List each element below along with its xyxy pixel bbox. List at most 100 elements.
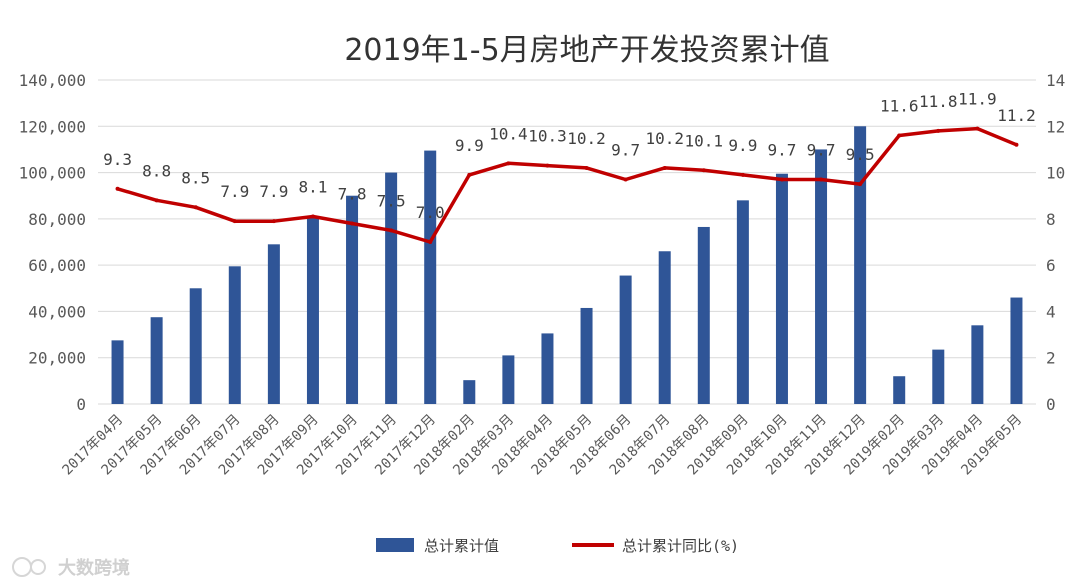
data-label: 10.4	[489, 124, 528, 143]
line-path	[117, 126, 1018, 244]
data-label: 11.2	[997, 106, 1036, 125]
line-point	[115, 186, 120, 191]
data-label: 9.7	[768, 141, 797, 160]
y-right-tick-label: 6	[1046, 256, 1056, 275]
data-label: 7.8	[338, 184, 367, 203]
y-left-tick-label: 140,000	[19, 71, 86, 90]
gridlines	[98, 79, 1036, 405]
data-label: 8.5	[181, 168, 210, 187]
data-label: 7.9	[259, 182, 288, 201]
data-label: 8.1	[299, 178, 328, 197]
data-label: 10.2	[645, 129, 684, 148]
watermark-logo-dot	[30, 559, 46, 575]
line-point	[858, 182, 863, 187]
y-left-tick-label: 40,000	[28, 302, 86, 321]
line-point	[1014, 142, 1019, 147]
y-left-tick-label: 100,000	[19, 164, 86, 183]
line-point	[740, 172, 745, 177]
chart-title: 2019年1-5月房地产开发投资累计值	[344, 33, 829, 68]
data-label: 10.2	[567, 129, 606, 148]
bar	[306, 217, 319, 404]
y-left-tick-label: 120,000	[19, 117, 86, 136]
data-label: 9.9	[455, 136, 484, 155]
right-axis-ticks: 0 2 4 6 8 10 12 14	[1046, 71, 1065, 414]
data-label: 11.6	[880, 97, 919, 116]
bar	[932, 349, 945, 404]
y-left-tick-label: 0	[76, 395, 86, 414]
line-point	[975, 126, 980, 131]
bar	[580, 307, 593, 404]
bar	[228, 266, 241, 404]
line-data-labels: 9.38.8 8.57.9 7.9 8.1 7.8 7.57.09.910.4 10.3 10…	[103, 90, 1036, 222]
bar	[893, 376, 906, 404]
line-point	[154, 198, 159, 203]
line-point	[310, 214, 315, 219]
bar	[736, 200, 749, 404]
bar	[854, 126, 867, 405]
data-label: 9.7	[807, 141, 836, 160]
data-label: 8.8	[142, 161, 171, 180]
data-label: 10.3	[528, 127, 567, 146]
line-point	[545, 163, 550, 168]
bar	[697, 226, 710, 404]
data-label: 7.0	[416, 203, 445, 222]
line-point	[506, 161, 511, 166]
line-point	[467, 172, 472, 177]
watermark-logo-icon	[12, 557, 32, 577]
line-point	[584, 165, 589, 170]
left-axis-ticks: 0 20,000 40,000 60,000 80,000 100,000 120,000 1…	[19, 71, 86, 414]
line-point	[779, 177, 784, 182]
legend: 总计累计值 总计累计同比(%)	[376, 537, 739, 555]
data-label: 7.9	[220, 182, 249, 201]
line-series	[115, 126, 1019, 244]
line-point	[701, 168, 706, 173]
watermark-text: 大数跨境	[58, 557, 130, 579]
data-label: 9.3	[103, 150, 132, 169]
legend-swatch-bar	[376, 538, 414, 552]
x-axis-ticks: 2017年04月2017年05月2017年06月2017年07月2017年08月…	[59, 412, 1025, 479]
bar	[189, 288, 202, 404]
line-point	[389, 228, 394, 233]
bar-series	[111, 126, 1023, 405]
y-right-tick-label: 12	[1046, 117, 1065, 136]
data-label: 9.5	[846, 145, 875, 164]
line-point	[271, 219, 276, 224]
legend-label-line: 总计累计同比(%)	[622, 537, 739, 555]
y-left-tick-label: 20,000	[28, 349, 86, 368]
line-point	[232, 219, 237, 224]
bar	[971, 325, 984, 404]
y-right-tick-label: 4	[1046, 302, 1056, 321]
watermark: 大数跨境	[12, 557, 130, 579]
bar	[815, 149, 828, 404]
bar	[424, 150, 437, 404]
bar	[541, 333, 554, 404]
legend-label-bar: 总计累计值	[424, 537, 499, 555]
bar	[775, 173, 788, 404]
line-point	[819, 177, 824, 182]
bar	[619, 275, 632, 404]
y-right-tick-label: 14	[1046, 71, 1065, 90]
data-label: 10.1	[685, 131, 724, 150]
data-label: 7.5	[377, 191, 406, 210]
bar	[346, 195, 359, 404]
line-point	[936, 128, 941, 133]
y-left-tick-label: 60,000	[28, 256, 86, 275]
bar	[463, 380, 476, 404]
data-label: 9.9	[728, 136, 757, 155]
y-left-tick-label: 80,000	[28, 210, 86, 229]
bar	[267, 244, 280, 404]
bar	[150, 317, 163, 404]
y-right-tick-label: 0	[1046, 395, 1056, 414]
y-right-tick-label: 10	[1046, 164, 1065, 183]
line-point	[662, 165, 667, 170]
bar	[502, 355, 515, 404]
line-point	[428, 240, 433, 244]
data-label: 11.9	[958, 90, 997, 109]
bar	[111, 340, 124, 404]
y-right-tick-label: 8	[1046, 210, 1056, 229]
line-point	[897, 133, 902, 138]
bar	[1010, 297, 1023, 404]
bar	[658, 251, 671, 404]
line-point	[623, 177, 628, 182]
data-label: 9.7	[611, 141, 640, 160]
